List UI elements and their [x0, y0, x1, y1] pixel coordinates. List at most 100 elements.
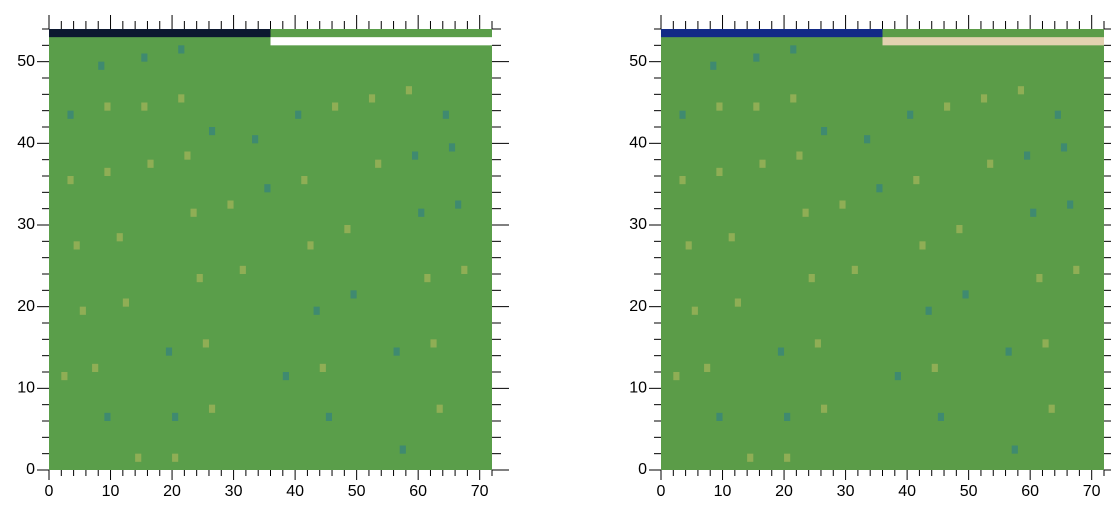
x-tick-label: 20	[163, 483, 181, 500]
cell	[104, 102, 111, 111]
cell	[1024, 151, 1031, 160]
cell	[325, 412, 333, 421]
cell	[178, 94, 185, 103]
cell	[172, 412, 179, 421]
cell	[61, 372, 68, 381]
cell	[716, 167, 723, 176]
x-tick-label: 70	[1083, 483, 1101, 500]
y-tick-label: 50	[629, 53, 647, 70]
cell	[784, 453, 791, 462]
cell	[190, 208, 197, 217]
cell	[405, 86, 413, 95]
cell	[332, 102, 339, 111]
cell	[802, 208, 809, 217]
cell	[448, 143, 456, 152]
cell	[67, 176, 74, 185]
cell	[122, 298, 129, 307]
cell	[808, 274, 815, 283]
cell	[1005, 347, 1012, 356]
cell	[851, 265, 858, 274]
cell	[820, 127, 828, 136]
x-tick-label: 50	[348, 483, 366, 500]
cell	[67, 110, 74, 119]
cell	[141, 102, 148, 111]
cell	[399, 445, 406, 454]
cell	[820, 404, 828, 413]
cell	[1060, 143, 1068, 152]
cell	[876, 184, 883, 193]
cell	[430, 339, 437, 348]
cell	[753, 102, 760, 111]
y-tick-label: 40	[629, 135, 647, 152]
cell	[753, 53, 760, 62]
cell	[937, 412, 945, 421]
cell	[252, 135, 259, 144]
cell	[913, 176, 920, 185]
cell	[135, 453, 142, 462]
cell	[716, 412, 723, 421]
cell	[777, 347, 785, 356]
x-tick-label: 0	[657, 483, 666, 500]
x-tick-label: 30	[837, 483, 855, 500]
cell	[319, 363, 326, 372]
cell	[178, 45, 185, 54]
cell	[455, 200, 462, 209]
cell	[685, 241, 692, 250]
cell	[710, 61, 717, 70]
cell	[375, 159, 382, 168]
cell	[987, 159, 994, 168]
cell	[944, 102, 951, 111]
cell	[790, 94, 797, 103]
cell	[418, 208, 425, 217]
cell	[350, 290, 357, 299]
cell	[73, 241, 80, 250]
cell	[461, 265, 468, 274]
cell	[368, 94, 376, 103]
x-tick-label: 70	[471, 483, 489, 500]
x-tick-label: 20	[775, 483, 793, 500]
y-tick-label: 20	[17, 298, 35, 315]
cell	[184, 151, 191, 160]
cell	[728, 233, 735, 242]
x-tick-label: 40	[286, 483, 304, 500]
band	[49, 29, 271, 38]
plot-background	[49, 29, 492, 470]
cell	[925, 306, 932, 315]
cell	[704, 363, 711, 372]
cell	[1011, 445, 1018, 454]
band	[882, 37, 1104, 46]
cell	[172, 453, 179, 462]
x-tick-label: 0	[45, 483, 54, 500]
cell	[104, 167, 111, 176]
cell	[784, 412, 791, 421]
cell	[734, 298, 741, 307]
y-tick-label: 20	[629, 298, 647, 315]
cell	[301, 176, 308, 185]
x-tick-label: 60	[1021, 483, 1039, 500]
cell	[208, 127, 216, 136]
cell	[956, 225, 963, 234]
cell	[227, 200, 234, 209]
cell	[1017, 86, 1025, 95]
cell	[679, 176, 686, 185]
cell	[679, 110, 686, 119]
cell	[412, 151, 419, 160]
y-tick-label: 10	[629, 380, 647, 397]
cell	[759, 159, 766, 168]
cell	[79, 306, 86, 315]
y-tick-label: 30	[17, 216, 35, 233]
cell	[442, 110, 449, 119]
cell	[165, 347, 173, 356]
cell	[907, 110, 914, 119]
y-tick-label: 30	[629, 216, 647, 233]
cell	[796, 151, 803, 160]
cell	[98, 61, 105, 70]
cell	[839, 200, 846, 209]
cell	[790, 45, 797, 54]
cell	[313, 306, 320, 315]
y-tick-label: 50	[17, 53, 35, 70]
x-tick-label: 30	[225, 483, 243, 500]
band	[661, 29, 883, 38]
x-tick-label: 10	[102, 483, 120, 500]
cell	[202, 339, 209, 348]
